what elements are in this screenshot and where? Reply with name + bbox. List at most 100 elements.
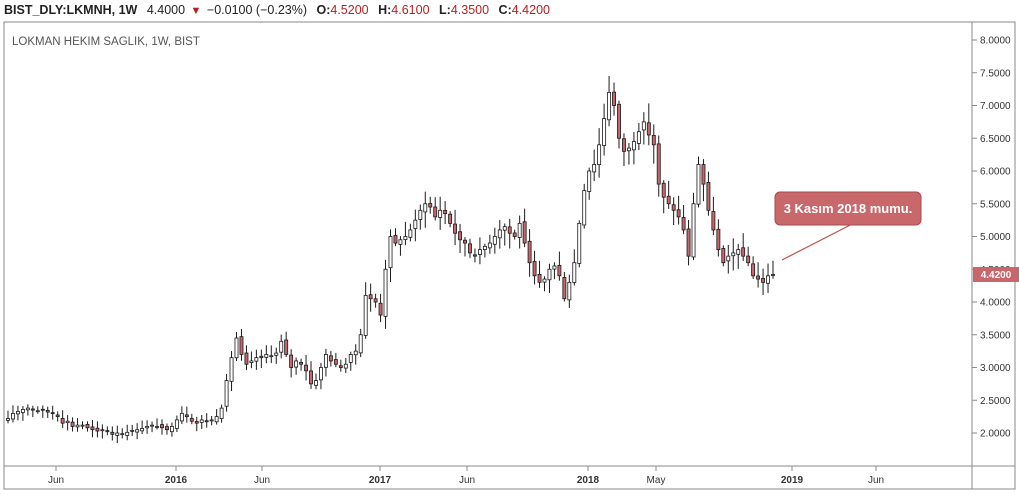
candle bbox=[333, 352, 338, 368]
candle bbox=[602, 103, 607, 156]
candle bbox=[542, 276, 547, 292]
candle bbox=[572, 249, 577, 286]
candle bbox=[70, 417, 75, 432]
candle bbox=[368, 283, 373, 312]
candle-body bbox=[681, 217, 686, 231]
candle-body bbox=[423, 203, 428, 213]
candle-body bbox=[602, 118, 607, 146]
x-tick-label: May bbox=[647, 475, 666, 486]
price-change: −0.0100 (−0.23%) bbox=[206, 3, 307, 17]
candle bbox=[348, 351, 353, 371]
candle bbox=[473, 248, 477, 263]
candle-body bbox=[418, 209, 423, 220]
candle bbox=[259, 349, 264, 369]
low-value: 4.3500 bbox=[450, 3, 490, 17]
candle-body bbox=[130, 429, 135, 432]
candle-body bbox=[309, 370, 313, 385]
down-arrow-icon: ▼ bbox=[190, 5, 202, 17]
candle bbox=[641, 112, 646, 145]
candle bbox=[249, 351, 254, 369]
candle bbox=[239, 328, 244, 361]
candle bbox=[100, 424, 105, 439]
candle-body bbox=[199, 419, 204, 423]
y-tick-label: 6.5000 bbox=[980, 134, 1011, 145]
candle bbox=[165, 423, 169, 435]
candle-body bbox=[105, 430, 110, 433]
candle-body bbox=[214, 416, 219, 423]
candle bbox=[393, 228, 398, 247]
candle-body bbox=[413, 219, 418, 229]
candle-body bbox=[537, 273, 542, 283]
candle bbox=[328, 350, 333, 367]
x-tick-label: 2017 bbox=[369, 475, 392, 486]
candle bbox=[45, 406, 50, 419]
x-tick-label: Jun bbox=[868, 475, 884, 486]
candle-body bbox=[458, 231, 462, 241]
candle bbox=[363, 282, 368, 339]
candle-body bbox=[50, 412, 55, 415]
candle bbox=[582, 183, 587, 229]
candle bbox=[184, 406, 189, 423]
candle-body bbox=[587, 170, 592, 192]
candle bbox=[65, 415, 70, 431]
candle bbox=[567, 274, 572, 308]
candle-body bbox=[463, 239, 467, 244]
candle-body bbox=[343, 363, 348, 369]
candle-body bbox=[636, 131, 641, 144]
candle-body bbox=[30, 408, 35, 411]
candle-body bbox=[160, 424, 164, 429]
x-tick-label: Jun bbox=[459, 475, 475, 486]
candle bbox=[522, 208, 527, 248]
annotation-callout[interactable]: 3 Kasım 2018 mumu. bbox=[774, 191, 922, 261]
candle-body bbox=[75, 424, 80, 428]
candle bbox=[403, 221, 408, 246]
candle-body bbox=[567, 281, 572, 301]
candle-body bbox=[592, 164, 597, 173]
callout-box bbox=[774, 191, 922, 226]
candle-body bbox=[20, 409, 25, 413]
last-price: 4.4000 bbox=[146, 3, 186, 17]
candle-body bbox=[522, 221, 527, 244]
candle bbox=[448, 211, 453, 228]
candle bbox=[125, 424, 130, 441]
candle-body bbox=[448, 213, 453, 224]
candle bbox=[631, 132, 636, 165]
candle bbox=[706, 171, 711, 216]
candle bbox=[60, 410, 65, 428]
candle-body bbox=[184, 414, 189, 418]
candle bbox=[731, 238, 736, 271]
y-tick-label: 3.0000 bbox=[980, 363, 1011, 374]
candle bbox=[145, 420, 150, 434]
candle-body bbox=[577, 222, 582, 264]
candle bbox=[413, 209, 418, 242]
candle-body bbox=[502, 226, 507, 231]
candle bbox=[547, 263, 552, 293]
candle-body bbox=[726, 255, 731, 262]
candle-body bbox=[135, 429, 140, 433]
candle-body bbox=[527, 240, 532, 264]
symbol-header: BIST_DLY:LKMNH, 1W 4.4000 ▼ −0.0100 (−0.… bbox=[0, 0, 1019, 24]
candle bbox=[388, 229, 393, 283]
candle-body bbox=[562, 277, 567, 300]
candle bbox=[95, 421, 100, 438]
candle bbox=[155, 418, 159, 430]
y-tick-label: 7.5000 bbox=[980, 68, 1011, 79]
symbol-label[interactable]: BIST_DLY:LKMNH, 1W bbox=[4, 3, 138, 17]
close-label: C: bbox=[498, 3, 512, 17]
candle-body bbox=[25, 407, 30, 411]
candle bbox=[274, 347, 279, 364]
candle-body bbox=[264, 353, 269, 358]
candle bbox=[502, 223, 507, 246]
candle-body bbox=[482, 245, 487, 251]
candle-body bbox=[761, 278, 766, 283]
candle bbox=[160, 419, 164, 435]
candle-body bbox=[612, 91, 616, 106]
candle-body bbox=[706, 182, 711, 211]
candle bbox=[279, 334, 284, 359]
candle-body bbox=[55, 414, 60, 418]
candle-body bbox=[388, 236, 393, 269]
open-value: 4.5200 bbox=[330, 3, 369, 17]
candle bbox=[15, 405, 20, 421]
candle-body bbox=[65, 420, 70, 424]
